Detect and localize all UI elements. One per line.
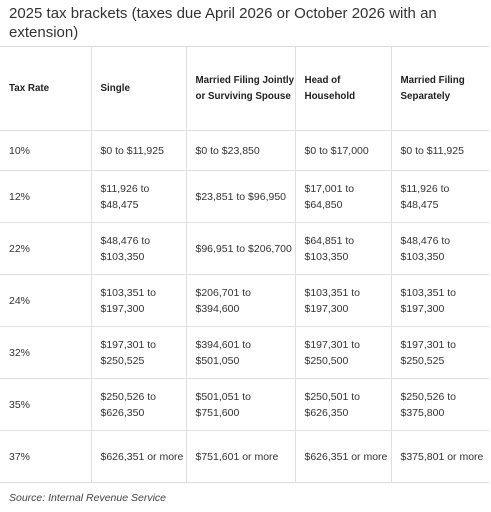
cell-single: $626,351 or more	[91, 430, 187, 483]
cell-married-separately: $11,926 to $48,475	[391, 170, 489, 223]
header-married-filing-jointly: Married Filing Jointly or Surviving Spou…	[186, 46, 296, 131]
cell-head-of-household: $64,851 to $103,350	[295, 222, 392, 275]
header-row: Tax Rate Single Married Filing Jointly o…	[0, 46, 489, 131]
header-head-of-household: Head of Household	[295, 46, 392, 131]
cell-married-jointly: $96,951 to $206,700	[186, 222, 296, 275]
cell-married-separately: $250,526 to $375,800	[391, 378, 489, 431]
cell-married-separately: $197,301 to $250,525	[391, 326, 489, 379]
table-row: 10% $0 to $11,925 $0 to $23,850 $0 to $1…	[0, 130, 489, 171]
cell-head-of-household: $197,301 to $250,500	[295, 326, 392, 379]
cell-tax-rate: 24%	[0, 274, 92, 327]
table-row: 12% $11,926 to $48,475 $23,851 to $96,95…	[0, 170, 489, 223]
cell-single: $11,926 to $48,475	[91, 170, 187, 223]
table-row: 22% $48,476 to $103,350 $96,951 to $206,…	[0, 222, 489, 275]
table-body: 10% $0 to $11,925 $0 to $23,850 $0 to $1…	[0, 130, 489, 483]
cell-tax-rate: 10%	[0, 130, 92, 171]
page-title: 2025 tax brackets (taxes due April 2026 …	[9, 5, 437, 41]
table-row: 32% $197,301 to $250,525 $394,601 to $50…	[0, 326, 489, 379]
source-note: Source: Internal Revenue Service	[9, 492, 167, 504]
cell-single: $250,526 to $626,350	[91, 378, 187, 431]
cell-head-of-household: $103,351 to $197,300	[295, 274, 392, 327]
cell-married-jointly: $0 to $23,850	[186, 130, 296, 171]
cell-head-of-household: $626,351 or more	[295, 430, 392, 483]
header-tax-rate: Tax Rate	[0, 46, 92, 131]
cell-married-separately: $48,476 to $103,350	[391, 222, 489, 275]
cell-married-jointly: $206,701 to $394,600	[186, 274, 296, 327]
cell-single: $103,351 to $197,300	[91, 274, 187, 327]
table-row: 37% $626,351 or more $751,601 or more $6…	[0, 430, 489, 483]
cell-tax-rate: 22%	[0, 222, 92, 275]
cell-single: $0 to $11,925	[91, 130, 187, 171]
cell-married-jointly: $394,601 to $501,050	[186, 326, 296, 379]
cell-married-jointly: $501,051 to $751,600	[186, 378, 296, 431]
cell-married-separately: $103,351 to $197,300	[391, 274, 489, 327]
cell-married-separately: $0 to $11,925	[391, 130, 489, 171]
table-row: 24% $103,351 to $197,300 $206,701 to $39…	[0, 274, 489, 327]
cell-tax-rate: 37%	[0, 430, 92, 483]
cell-married-separately: $375,801 or more	[391, 430, 489, 483]
cell-tax-rate: 32%	[0, 326, 92, 379]
table-row: 35% $250,526 to $626,350 $501,051 to $75…	[0, 378, 489, 431]
cell-head-of-household: $0 to $17,000	[295, 130, 392, 171]
table-header: Tax Rate Single Married Filing Jointly o…	[0, 46, 489, 131]
cell-married-jointly: $23,851 to $96,950	[186, 170, 296, 223]
tax-brackets-table: Tax Rate Single Married Filing Jointly o…	[0, 46, 489, 483]
cell-tax-rate: 35%	[0, 378, 92, 431]
cell-married-jointly: $751,601 or more	[186, 430, 296, 483]
cell-head-of-household: $250,501 to $626,350	[295, 378, 392, 431]
cell-tax-rate: 12%	[0, 170, 92, 223]
cell-single: $48,476 to $103,350	[91, 222, 187, 275]
cell-head-of-household: $17,001 to $64,850	[295, 170, 392, 223]
header-single: Single	[91, 46, 187, 131]
cell-single: $197,301 to $250,525	[91, 326, 187, 379]
header-married-filing-separately: Married Filing Separately	[391, 46, 489, 131]
